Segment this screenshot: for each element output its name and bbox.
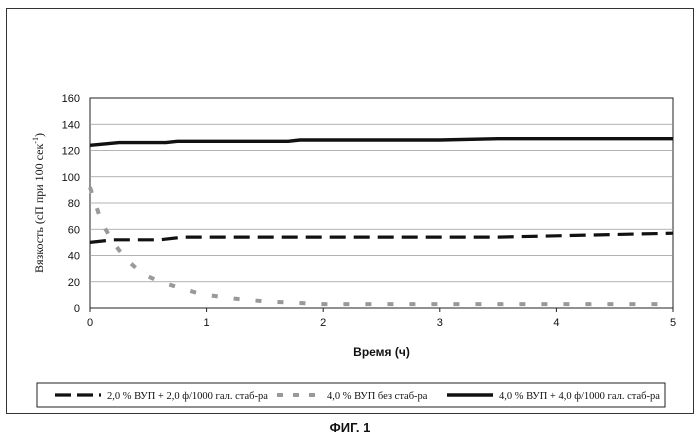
- legend-label-2: 4,0 % ВУП без стаб-ра: [327, 391, 428, 402]
- y-axis-label-sup: -1: [31, 137, 40, 144]
- legend-label-3: 4,0 % ВУП + 4,0 ф/1000 гал. стаб-ра: [499, 391, 660, 402]
- y-tick-label: 160: [62, 93, 80, 105]
- y-tick-label: 20: [68, 277, 80, 289]
- x-tick-label: 0: [87, 317, 93, 329]
- y-tick-label: 140: [62, 119, 80, 131]
- chart: 0 20 40 60 80 100 120 140 160 0 1 2 3 4 5 Время (ч) Вязк…: [7, 9, 693, 413]
- legend-label-1: 2,0 % ВУП + 2,0 ф/1000 гал. стаб-ра: [107, 391, 268, 402]
- y-tick-label: 0: [74, 303, 80, 315]
- y-tick-label: 60: [68, 224, 80, 236]
- x-axis-label: Время (ч): [353, 345, 410, 359]
- x-tick-label: 5: [670, 317, 676, 329]
- x-tick-label: 4: [553, 317, 559, 329]
- figure-caption: ФИГ. 1: [0, 420, 700, 435]
- chart-frame: 0 20 40 60 80 100 120 140 160 0 1 2 3 4 5 Время (ч) Вязк…: [6, 8, 694, 414]
- x-tick-label: 3: [437, 317, 443, 329]
- y-tick-label: 40: [68, 251, 80, 263]
- y-axis-label-main: Вязкость (сП при 100 сек: [32, 144, 46, 273]
- y-tick-label: 120: [62, 146, 80, 158]
- x-tick-label: 1: [204, 317, 210, 329]
- y-tick-label: 80: [68, 198, 80, 210]
- x-tick-label: 2: [320, 317, 326, 329]
- y-axis-label: Вязкость (сП при 100 сек-1): [31, 133, 46, 273]
- y-axis-label-close: ): [32, 133, 46, 137]
- y-tick-label: 100: [62, 172, 80, 184]
